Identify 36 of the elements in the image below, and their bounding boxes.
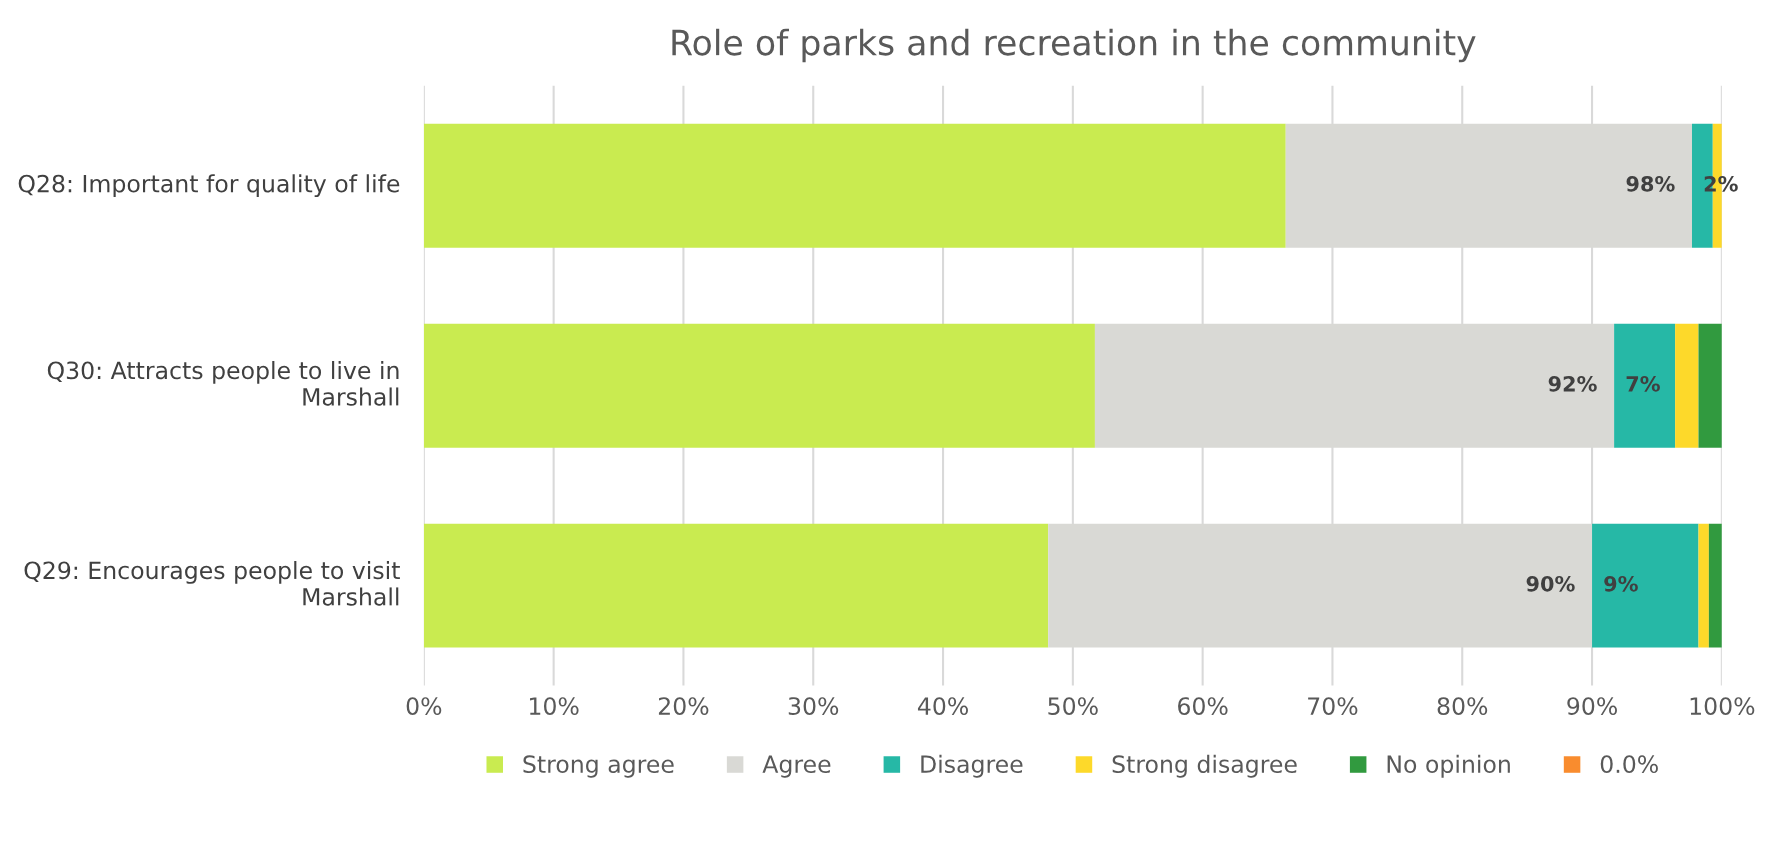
bar	[423, 123, 1286, 248]
x-tick-label: 80%	[1437, 697, 1488, 715]
x-tick-label: 60%	[1178, 697, 1228, 715]
annotation: 2%	[1704, 175, 1738, 192]
x-tick-label: 70%	[1308, 697, 1358, 715]
legend-label: Strong agree	[523, 755, 674, 778]
y-tick-label: Q29: Encourages people to visit Marshall	[24, 560, 400, 606]
bar	[423, 323, 1095, 448]
legend-label: Strong disagree	[1112, 754, 1297, 778]
x-tick-label: 20%	[658, 697, 709, 715]
annotation: 92%	[1548, 375, 1597, 392]
bar	[1698, 523, 1709, 648]
x-tick-label: 30%	[788, 697, 839, 715]
annotation: 90%	[1526, 575, 1575, 592]
x-tick-label: 10%	[529, 697, 579, 715]
chart-title: Role of parks and recreation in the community	[672, 28, 1476, 63]
x-tick-label: 90%	[1567, 697, 1617, 715]
bar	[1708, 523, 1722, 648]
x-tick-label: 50%	[1048, 697, 1098, 715]
bar	[1592, 523, 1699, 648]
y-tick-label: Q30: Attracts people to live in Marshall	[47, 361, 399, 406]
y-tick-label: Q28: Important for quality of life	[18, 174, 400, 198]
bar	[1614, 323, 1676, 448]
x-tick-label: 0%	[406, 697, 442, 715]
bar	[423, 523, 1049, 648]
legend-label: Agree	[762, 755, 831, 778]
annotation: 7%	[1626, 375, 1660, 392]
annotation: 9%	[1604, 575, 1638, 592]
legend-label: Disagree	[921, 754, 1023, 778]
legend-label: 0.0%	[1600, 755, 1658, 774]
bar	[1675, 323, 1699, 448]
x-tick-label: 100%	[1690, 697, 1755, 715]
legend-label: No opinion	[1387, 754, 1510, 778]
bar	[1698, 323, 1722, 448]
x-tick-label: 40%	[917, 697, 968, 715]
annotation: 98%	[1626, 175, 1675, 192]
